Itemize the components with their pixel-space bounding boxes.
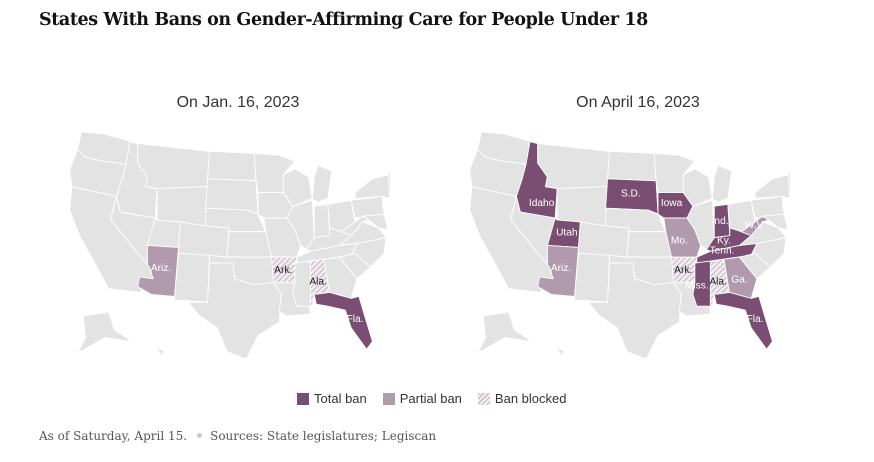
state-label-tn: Tenn.	[710, 245, 735, 256]
state-label-fl: Fla.	[747, 314, 764, 325]
state-wy	[156, 186, 208, 227]
state-nm	[574, 252, 610, 303]
state-ak	[77, 311, 133, 354]
state-mt	[537, 143, 610, 190]
state-in	[313, 203, 331, 239]
state-ms	[292, 260, 311, 307]
legend-item-total-ban: Total ban	[297, 391, 367, 406]
state-mt	[137, 143, 210, 190]
chart-title: States With Bans on Gender-Affirming Car…	[39, 10, 648, 30]
state-ga	[323, 256, 358, 299]
footer: As of Saturday, April 15. Sources: State …	[39, 429, 436, 443]
state-il	[286, 199, 315, 250]
state-label-ga: Ga.	[731, 275, 747, 286]
state-nd	[607, 150, 657, 182]
state-ne-states	[387, 168, 390, 199]
state-tx	[587, 262, 682, 360]
state-ga	[723, 256, 758, 299]
state-ne-states	[787, 168, 790, 199]
separator-dot	[197, 433, 203, 438]
state-label-wv: W.V.	[745, 220, 766, 231]
state-mi	[311, 164, 333, 203]
state-label-fl: Fla.	[347, 314, 364, 325]
state-label-ms: Miss.	[685, 281, 709, 292]
legend-label-total-ban: Total ban	[314, 391, 367, 406]
map-title-jan: On Jan. 16, 2023	[176, 94, 300, 111]
state-label-ut: Utah	[556, 228, 578, 239]
state-fl	[713, 292, 773, 350]
legend-swatch-ban-blocked	[477, 392, 490, 405]
footer-sources: Sources: State legislatures; Legiscan	[210, 429, 437, 443]
map-title-april: On April 16, 2023	[576, 94, 700, 111]
state-label-ar: Ark.	[274, 265, 292, 276]
state-il	[686, 199, 715, 250]
state-label-ar: Ark.	[674, 265, 692, 276]
legend-swatch-partial-ban	[382, 392, 395, 405]
state-fl	[313, 292, 373, 350]
legend-label-partial-ban: Partial ban	[399, 391, 462, 406]
legend-item-ban-blocked: Ban blocked	[477, 391, 567, 406]
state-label-mo: Mo.	[671, 235, 688, 246]
state-hi	[156, 346, 166, 356]
state-tx	[187, 262, 282, 360]
state-label-sd: S.D.	[621, 188, 641, 199]
us-map-jan-2023: Ariz. Ark. Ala. Fla.	[69, 131, 390, 360]
legend-swatch-total-ban	[297, 392, 309, 405]
state-label-al: Ala.	[309, 277, 327, 288]
legend-label-ban-blocked: Ban blocked	[494, 391, 567, 406]
state-mi	[711, 164, 733, 203]
state-hi	[556, 346, 566, 356]
state-mdde	[762, 213, 789, 231]
legend: Total ban Partial ban Ban blocked	[297, 391, 582, 406]
footer-note: As of Saturday, April 15.	[39, 429, 188, 443]
state-label-az: Ariz.	[551, 263, 571, 274]
state-label-az: Ariz.	[151, 263, 171, 274]
state-ak	[477, 311, 533, 354]
state-label-al: Ala.	[709, 277, 727, 288]
state-mdde	[362, 213, 389, 231]
state-nm	[174, 252, 210, 303]
state-wy	[556, 186, 608, 227]
us-map-april-2023: Idaho Utah S.D. Iowa Ind. Ky.Tenn. Miss. Fla. Ar…	[469, 131, 790, 360]
state-label-ia: Iowa	[661, 198, 683, 209]
state-ny	[754, 174, 790, 199]
state-ny	[354, 174, 390, 199]
state-ks	[226, 231, 273, 258]
state-nd	[207, 150, 257, 182]
state-label-in: Ind.	[712, 216, 729, 227]
state-ks	[626, 231, 673, 258]
legend-item-partial-ban: Partial ban	[382, 391, 462, 406]
state-label-ky: Ky.	[717, 235, 731, 246]
state-label-id: Idaho	[529, 198, 555, 209]
